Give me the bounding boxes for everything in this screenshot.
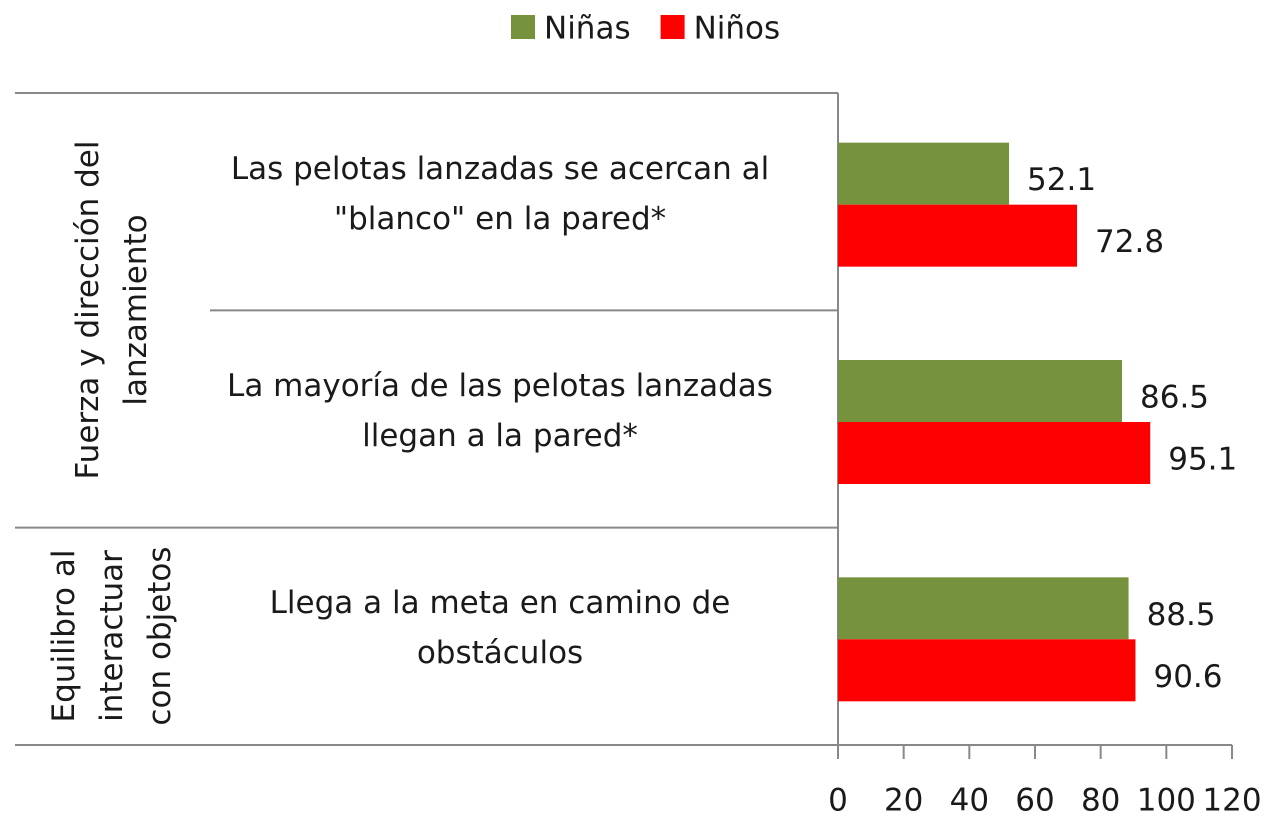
bar (838, 577, 1129, 640)
value-label: 72.8 (1095, 224, 1164, 260)
bar (838, 422, 1151, 484)
value-label: 90.6 (1153, 659, 1222, 695)
x-tick-label: 0 (828, 783, 848, 819)
bar (838, 204, 1078, 267)
x-tick-label: 80 (1081, 783, 1120, 819)
category-label: La mayoría de las pelotas lanzadas llega… (227, 368, 773, 454)
value-label: 88.5 (1147, 597, 1216, 633)
x-tick-label: 120 (1202, 783, 1261, 819)
bar (838, 360, 1123, 422)
bar (838, 142, 1010, 205)
category-label: Las pelotas lanzadas se acercan al "blan… (230, 150, 770, 237)
value-label: 86.5 (1140, 380, 1209, 416)
group-label: Fuerza y dirección del lanzamiento (70, 140, 154, 480)
legend-label: Niñas (544, 11, 631, 47)
x-tick-label: 40 (950, 783, 989, 819)
legend-label: Niños (694, 11, 781, 47)
legend-swatch (660, 15, 685, 39)
x-tick-label: 100 (1137, 783, 1196, 819)
value-label: 95.1 (1168, 442, 1237, 478)
group-label: Equilibro al interactuar con objetos (46, 546, 178, 726)
x-tick-label: 20 (884, 783, 923, 819)
legend-swatch (511, 15, 535, 39)
bar (838, 639, 1136, 702)
category-label: Llega a la meta en camino de obstáculos (269, 585, 731, 672)
value-label: 52.1 (1027, 162, 1096, 198)
x-tick-label: 60 (1015, 783, 1054, 819)
